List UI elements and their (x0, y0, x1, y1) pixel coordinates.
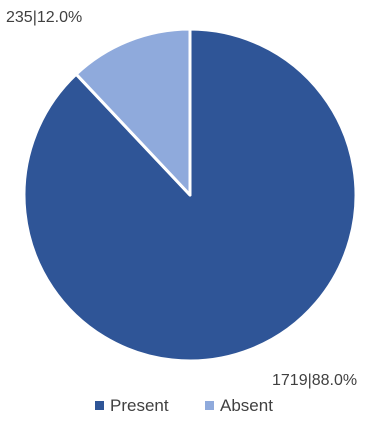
legend-label-present: Present (110, 396, 169, 415)
data-label-present: 1719|88.0% (272, 372, 357, 389)
legend: Present Absent (95, 396, 273, 415)
legend-swatch-absent (205, 401, 214, 410)
legend-swatch-present (95, 401, 104, 410)
pie-slice-absent (74, 27, 192, 197)
legend-label-absent: Absent (220, 396, 273, 415)
data-label-absent: 235|12.0% (6, 9, 82, 26)
pie-slices (22, 27, 358, 363)
